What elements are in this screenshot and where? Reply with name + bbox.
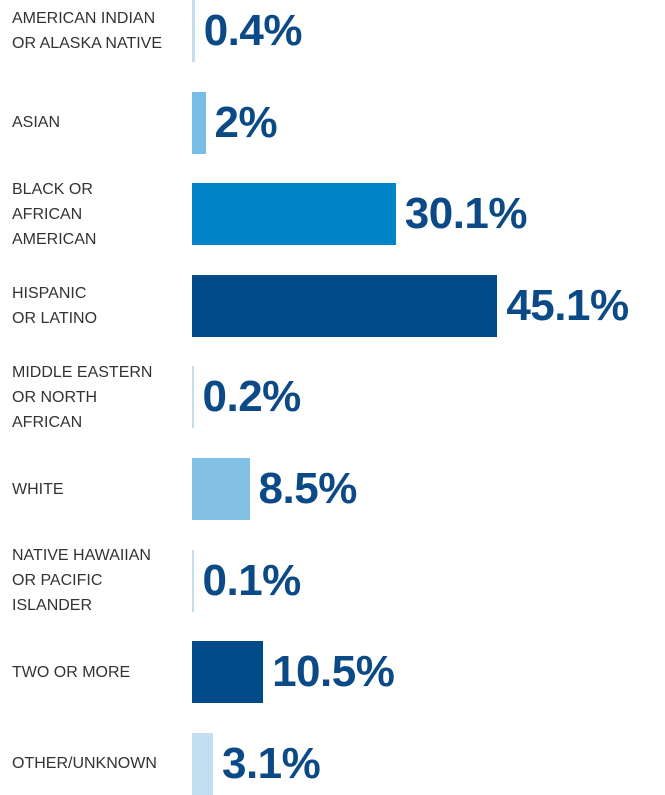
- value-label: 45.1%: [506, 280, 629, 330]
- bar: [192, 641, 264, 704]
- category-label: BLACK OR AFRICAN AMERICAN: [12, 180, 97, 248]
- category-label: MIDDLE EASTERN OR NORTH AFRICAN: [12, 363, 153, 431]
- category-label: AMERICAN INDIAN OR ALASKA NATIVE: [12, 10, 162, 52]
- category-label: HISPANIC OR LATINO: [12, 284, 98, 327]
- category-label: TWO OR MORE: [12, 663, 131, 681]
- value-label: 2%: [214, 97, 278, 147]
- bar: [192, 183, 396, 246]
- bar: [192, 91, 206, 154]
- bar: [192, 458, 250, 520]
- bar: [192, 274, 498, 337]
- bar: [192, 549, 194, 612]
- category-label: WHITE: [12, 480, 64, 498]
- value-label: 10.5%: [272, 647, 395, 697]
- category-label: NATIVE HAWAIIAN OR PACIFIC ISLANDER: [12, 547, 151, 615]
- value-label: 3.1%: [221, 738, 321, 788]
- value-label: 0.2%: [202, 372, 302, 422]
- value-label: 0.1%: [202, 555, 302, 605]
- value-label: 8.5%: [258, 464, 358, 513]
- bar: [192, 732, 213, 795]
- value-label: 30.1%: [404, 189, 528, 239]
- value-label: 0.4%: [203, 6, 303, 55]
- category-label: OTHER/UNKNOWN: [12, 755, 157, 773]
- bar: [192, 366, 194, 429]
- category-label: ASIAN: [12, 114, 61, 132]
- bar: [192, 0, 195, 62]
